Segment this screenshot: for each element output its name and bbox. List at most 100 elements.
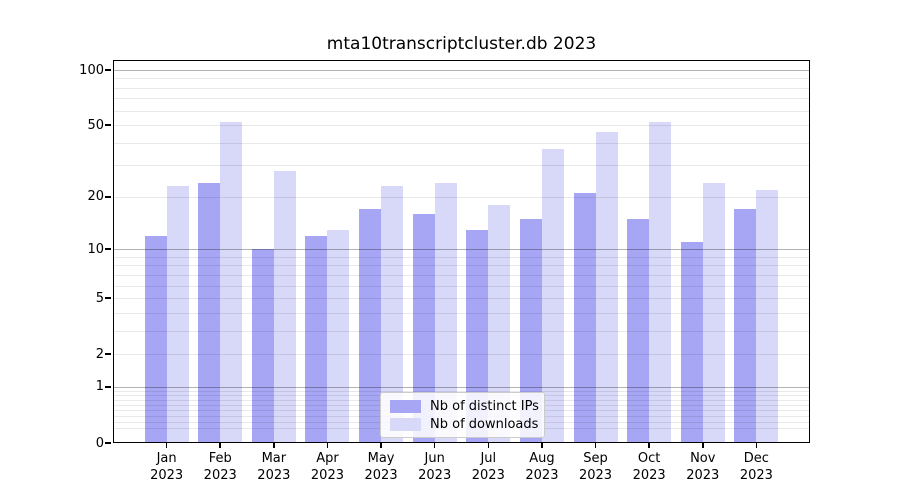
bar-downloads-jun — [434, 182, 457, 443]
y-label-1: 1 — [95, 379, 104, 395]
legend-entry-distinct-ips: Nb of distinct IPs — [390, 399, 544, 414]
distinct-ips-swatch — [390, 399, 421, 413]
x-label-line: 2023 — [418, 468, 452, 483]
bar-distinct-ips-aug — [519, 218, 542, 443]
x-label-line: Apr — [316, 451, 339, 466]
x-label-dec: Dec 2023 — [728, 450, 784, 484]
gridline-70 — [113, 98, 810, 100]
x-label-line: 2023 — [739, 468, 773, 483]
gridline-50 — [113, 125, 810, 127]
bar-downloads-sep — [595, 131, 618, 443]
gridline-4 — [113, 312, 810, 314]
bar-downloads-may — [381, 186, 404, 443]
gridline-6 — [113, 285, 810, 287]
bar-downloads-oct — [649, 122, 672, 443]
legend-entry-downloads: Nb of downloads — [390, 417, 544, 432]
gridline-2 — [113, 354, 810, 356]
plot-area — [113, 60, 810, 443]
bar-distinct-ips-jun — [412, 214, 435, 443]
gridline-60 — [113, 110, 810, 112]
bar-distinct-ips-mar — [251, 249, 274, 443]
gridline-80 — [113, 87, 810, 89]
x-label-line: May — [367, 451, 395, 466]
x-label-line: 2023 — [203, 468, 237, 483]
y-tick-5 — [105, 297, 111, 299]
y-label-5: 5 — [95, 290, 104, 306]
gridline-7 — [113, 274, 810, 276]
x-label-line: Nov — [690, 451, 716, 466]
x-label-line: Jan — [156, 451, 177, 466]
x-label-line: 2023 — [578, 468, 613, 483]
x-label-line: Sep — [583, 451, 608, 466]
x-label-line: 2023 — [525, 468, 559, 483]
y-label-100: 100 — [79, 62, 104, 78]
y-label-10: 10 — [87, 241, 104, 257]
x-label-line: Mar — [261, 451, 287, 466]
y-tick-50 — [105, 124, 111, 126]
y-tick-20 — [105, 196, 111, 198]
y-label-50: 50 — [87, 117, 104, 133]
x-label-nov: Nov 2023 — [675, 450, 731, 484]
x-label-line: Dec — [743, 451, 769, 466]
x-label-jan: Jan 2023 — [139, 450, 195, 484]
gridline-8 — [113, 265, 810, 267]
x-label-line: 2023 — [364, 468, 398, 483]
x-label-mar: Mar 2023 — [246, 450, 302, 484]
y-tick-0 — [105, 442, 111, 444]
x-label-line: Aug — [529, 451, 555, 466]
x-label-line: Oct — [637, 451, 661, 466]
gridline-9 — [113, 256, 810, 258]
x-label-apr: Apr 2023 — [299, 450, 355, 484]
x-label-oct: Oct 2023 — [621, 450, 677, 484]
x-tick-aug — [541, 443, 543, 448]
gridline-90 — [113, 78, 810, 80]
legend-label-downloads: Nb of downloads — [430, 416, 539, 432]
gridline-100 — [113, 70, 810, 71]
gridline-30 — [113, 165, 810, 167]
chart-title: mta10transcriptcluster.db 2023 — [326, 34, 597, 54]
x-label-line: Feb — [208, 451, 232, 466]
x-label-line: 2023 — [632, 468, 666, 483]
legend: Nb of distinct IPs Nb of downloads — [380, 392, 545, 438]
bar-downloads-nov — [702, 182, 725, 443]
gridline-5 — [113, 298, 810, 300]
x-label-feb: Feb 2023 — [192, 450, 248, 484]
x-label-line: 2023 — [150, 468, 184, 483]
bar-distinct-ips-jan — [144, 235, 167, 443]
bar-downloads-mar — [273, 170, 296, 443]
x-tick-jan — [165, 443, 168, 448]
x-label-jul: Jul 2023 — [460, 450, 516, 484]
y-label-0: 0 — [95, 435, 104, 451]
y-tick-10 — [105, 248, 111, 250]
x-label-line: Jul — [480, 451, 497, 466]
x-label-line: Jun — [424, 451, 445, 466]
y-tick-100 — [105, 69, 111, 71]
y-tick-1 — [105, 386, 111, 388]
x-label-line: 2023 — [686, 468, 720, 483]
y-label-2: 2 — [95, 346, 104, 362]
bar-distinct-ips-jul — [466, 229, 489, 443]
legend-label-distinct-ips: Nb of distinct IPs — [430, 398, 539, 414]
x-tick-dec — [755, 443, 758, 448]
x-tick-may — [380, 443, 382, 448]
gridline-3 — [113, 330, 810, 332]
bar-downloads-aug — [541, 149, 564, 443]
x-tick-nov — [702, 443, 704, 448]
x-tick-sep — [594, 443, 597, 448]
bar-downloads-jul — [488, 205, 511, 443]
downloads-swatch — [390, 417, 421, 431]
x-label-line: 2023 — [471, 468, 505, 483]
bar-distinct-ips-may — [359, 209, 382, 443]
x-label-may: May 2023 — [353, 450, 409, 484]
gridline-40 — [113, 142, 810, 144]
gridline-0.9 — [113, 391, 810, 393]
bar-downloads-feb — [220, 122, 243, 443]
bar-downloads-jan — [166, 186, 189, 443]
x-tick-jul — [487, 443, 490, 448]
gridline-1 — [113, 386, 810, 388]
x-label-sep: Sep 2023 — [568, 450, 624, 484]
bar-downloads-dec — [756, 189, 779, 443]
bar-distinct-ips-feb — [198, 182, 221, 443]
bar-distinct-ips-oct — [627, 218, 650, 443]
